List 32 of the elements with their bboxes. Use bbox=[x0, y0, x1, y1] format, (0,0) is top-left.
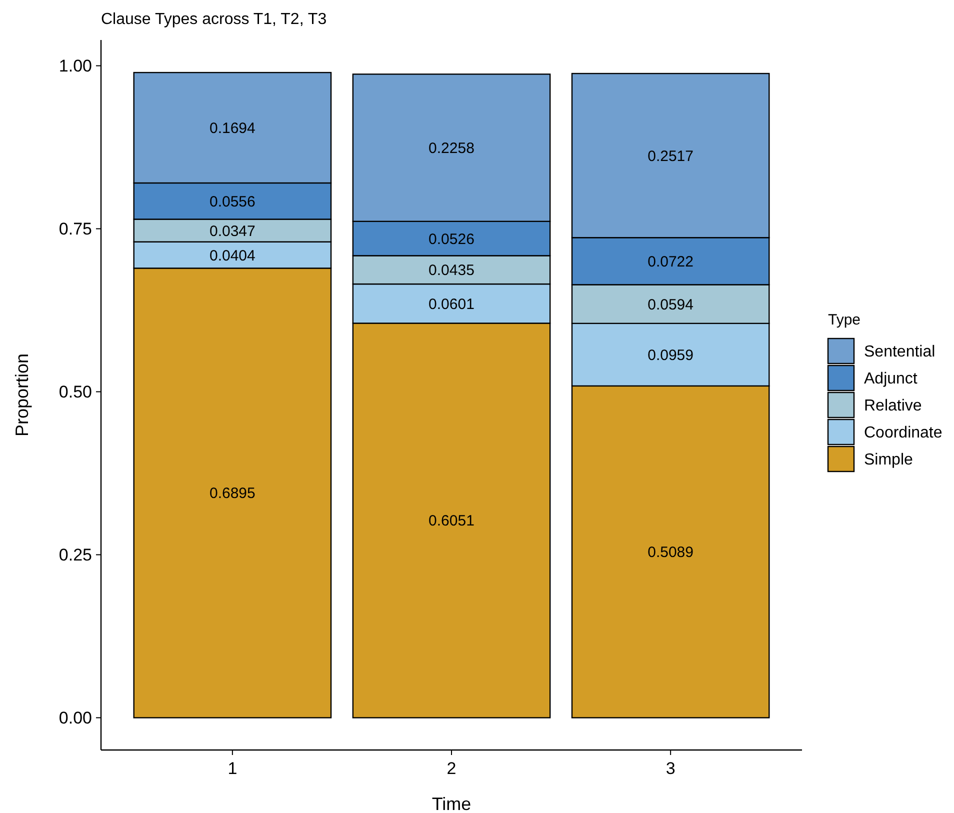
chart-title: Clause Types across T1, T2, T3 bbox=[101, 11, 327, 28]
data-label: 0.2517 bbox=[648, 148, 694, 165]
data-label: 0.0435 bbox=[428, 262, 474, 280]
data-label: 0.0959 bbox=[648, 346, 694, 364]
y-tick-label: 1.00 bbox=[58, 56, 92, 76]
legend-title: Type bbox=[828, 312, 861, 328]
y-tick-label: 0.25 bbox=[58, 546, 92, 565]
data-label: 0.0526 bbox=[428, 230, 474, 248]
data-label: 0.6895 bbox=[209, 485, 256, 502]
legend-label: Coordinate bbox=[864, 424, 942, 442]
data-label: 0.0594 bbox=[648, 296, 694, 314]
legend-label: Simple bbox=[864, 452, 914, 469]
legend-label: Sentential bbox=[864, 344, 936, 361]
x-axis-title: Time bbox=[432, 794, 472, 813]
x-tick-label: 2 bbox=[446, 759, 456, 778]
y-axis-title: Proportion bbox=[12, 353, 32, 437]
data-label: 0.0347 bbox=[209, 222, 256, 240]
data-label: 0.6051 bbox=[428, 512, 474, 530]
legend-label: Adjunct bbox=[864, 370, 918, 388]
legend-label: Relative bbox=[864, 398, 922, 415]
data-label: 0.2258 bbox=[428, 140, 474, 158]
x-tick-label: 3 bbox=[666, 759, 676, 778]
data-label: 0.1694 bbox=[209, 120, 256, 138]
data-label: 0.0404 bbox=[209, 247, 256, 264]
y-tick-label: 0.75 bbox=[58, 220, 92, 239]
y-tick-label: 0.50 bbox=[58, 382, 92, 402]
data-label: 0.0601 bbox=[428, 296, 474, 313]
data-label: 0.0556 bbox=[209, 193, 256, 210]
data-label: 0.5089 bbox=[648, 544, 694, 562]
data-label: 0.0722 bbox=[648, 253, 694, 270]
x-tick-label: 1 bbox=[228, 759, 238, 778]
y-tick-label: 0.00 bbox=[58, 708, 92, 728]
